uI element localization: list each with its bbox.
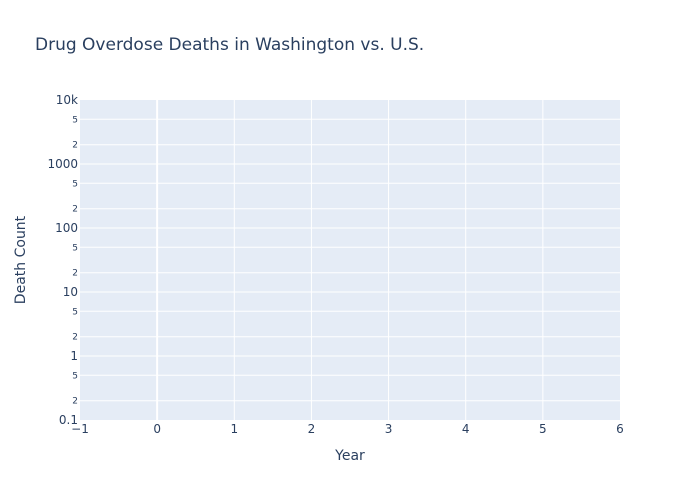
y-minor-tick-label: 5 [72, 243, 78, 253]
x-tick-label: 4 [462, 422, 470, 436]
y-minor-tick-label: 5 [72, 371, 78, 381]
y-minor-tick-label: 2 [72, 205, 78, 215]
y-minor-tick-label: 5 [72, 307, 78, 317]
y-minor-tick-label: 2 [72, 141, 78, 151]
x-tick-label: 3 [385, 422, 393, 436]
x-tick-label: 1 [230, 422, 238, 436]
y-tick-label: 100 [55, 221, 78, 235]
tick-labels: 0.1 2 5 1 2 5 10 2 5 100 2 5 1000 2 5 10k −1 0 1 2 3 4 5 6 [47, 93, 623, 436]
y-tick-label: 1000 [47, 157, 78, 171]
y-tick-label: 1 [70, 349, 78, 363]
y-minor-tick-label: 5 [72, 179, 78, 189]
y-minor-tick-label: 2 [72, 397, 78, 407]
y-minor-tick-label: 5 [72, 115, 78, 125]
x-tick-label: 5 [539, 422, 547, 436]
plot-area [80, 100, 620, 420]
x-tick-label: −1 [71, 422, 89, 436]
y-tick-label: 0.1 [59, 413, 78, 427]
y-axis-label: Death Count [13, 215, 29, 304]
y-minor-tick-label: 2 [72, 269, 78, 279]
grid-layer [80, 100, 620, 420]
y-minor-tick-label: 2 [72, 333, 78, 343]
chart-title: Drug Overdose Deaths in Washington vs. U… [35, 35, 424, 55]
y-tick-label: 10k [56, 93, 78, 107]
x-tick-label: 0 [153, 422, 161, 436]
y-tick-label: 10 [63, 285, 78, 299]
x-tick-label: 2 [308, 422, 316, 436]
x-tick-label: 6 [616, 422, 624, 436]
x-axis-label: Year [334, 448, 365, 464]
